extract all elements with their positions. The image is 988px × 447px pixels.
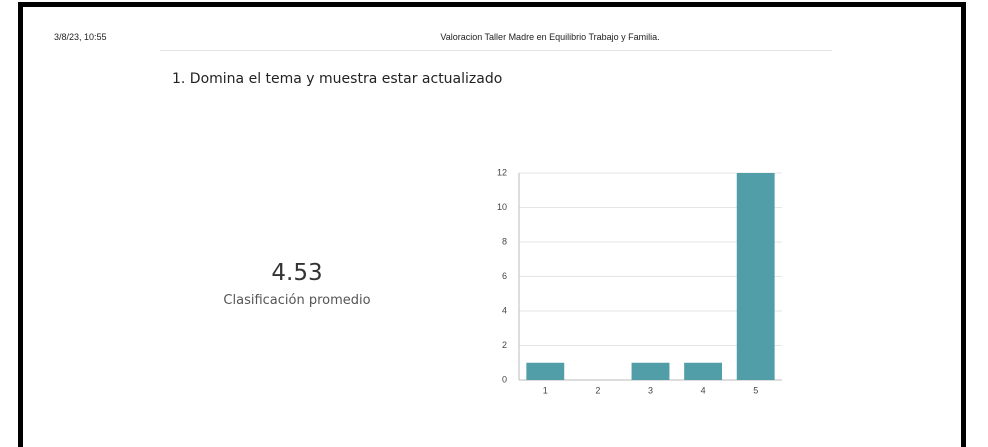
- y-tick-label: 0: [502, 374, 507, 384]
- y-tick-label: 2: [502, 340, 507, 350]
- y-tick-label: 6: [502, 271, 507, 281]
- x-tick-label: 5: [753, 385, 758, 395]
- x-tick-label: 4: [701, 385, 706, 395]
- header-rule: [160, 50, 832, 51]
- y-tick-label: 8: [502, 236, 507, 246]
- bar: [631, 362, 670, 380]
- average-label: Clasificación promedio: [223, 293, 371, 308]
- form-title: Valoracion Taller Madre en Equilibrio Tr…: [440, 32, 660, 42]
- page-frame: [18, 2, 966, 447]
- y-tick-label: 4: [502, 305, 507, 315]
- bar: [684, 362, 723, 380]
- y-tick-label: 10: [497, 202, 507, 212]
- x-tick-label: 1: [543, 385, 548, 395]
- average-value: 4.53: [271, 260, 323, 286]
- bar: [526, 362, 565, 380]
- x-tick-label: 3: [648, 385, 653, 395]
- x-tick-label: 2: [595, 385, 600, 395]
- bar: [736, 173, 775, 380]
- y-tick-label: 12: [497, 167, 507, 177]
- question: 1. Domina el tema y muestra estar actual…: [172, 71, 503, 87]
- print-date: 3/8/23, 10:55: [54, 32, 107, 42]
